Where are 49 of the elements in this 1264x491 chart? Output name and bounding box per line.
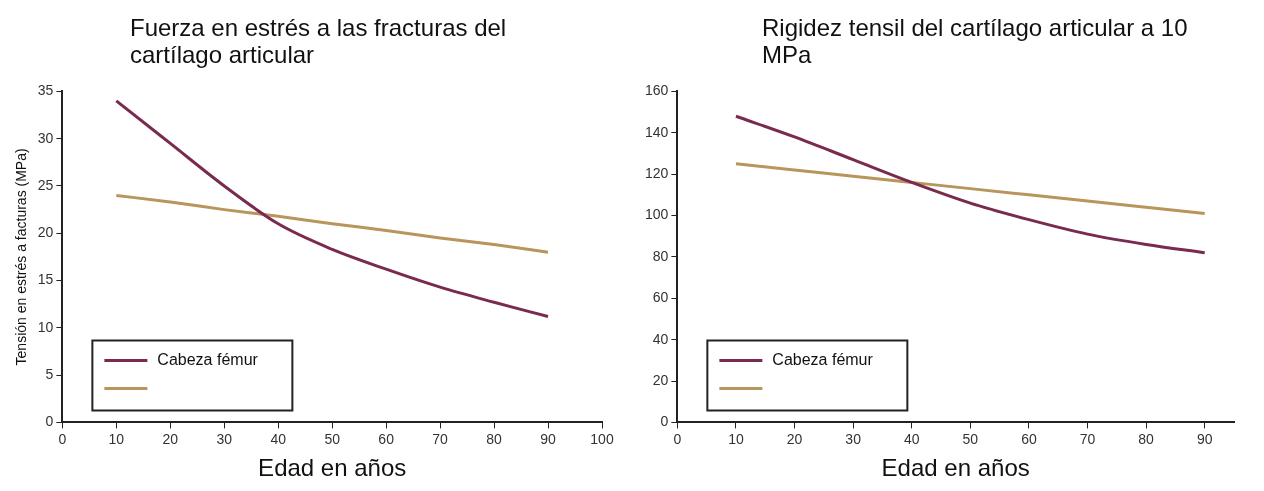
x-axis-title: Edad en años <box>258 454 407 482</box>
x-tick-label: 40 <box>270 430 287 447</box>
x-tick-label: 70 <box>1079 430 1096 447</box>
y-tick-label: 100 <box>645 206 669 223</box>
chart-title: Fuerza en estrés a las fracturas del cartílago articular <box>130 14 508 68</box>
y-tick-label: 20 <box>652 371 669 388</box>
y-tick-label: 80 <box>652 247 669 264</box>
y-tick-label: 0 <box>45 413 54 430</box>
y-tick-label: 140 <box>645 123 669 140</box>
x-tick-label: 80 <box>486 430 503 447</box>
x-tick-label: 0 <box>58 430 67 447</box>
y-tick-label: 0 <box>660 413 669 430</box>
x-tick-label: 50 <box>324 430 341 447</box>
x-tick-label: 30 <box>845 430 862 447</box>
x-tick-label: 10 <box>108 430 125 447</box>
line-series <box>734 114 1207 255</box>
x-tick-label: 100 <box>590 430 614 447</box>
x-tick-label: 90 <box>540 430 557 447</box>
x-axis-title: Edad en años <box>881 454 1030 482</box>
line-series <box>114 193 550 254</box>
line-series <box>734 162 1207 215</box>
line-series <box>114 99 550 318</box>
y-tick-label: 10 <box>37 318 54 335</box>
y-tick-label: 60 <box>652 289 669 306</box>
x-tick-label: 40 <box>903 430 920 447</box>
x-tick-label: 50 <box>962 430 979 447</box>
legend-label: Cabeza fémur <box>772 350 874 368</box>
x-tick-label: 60 <box>1021 430 1037 447</box>
y-tick-label: 25 <box>37 176 54 193</box>
x-tick-label: 90 <box>1196 430 1213 447</box>
x-tick-label: 80 <box>1138 430 1155 447</box>
legend-label: Cabeza fémur <box>157 350 259 368</box>
chart-title: Rigidez tensil del cartílago articular a 10 MPa <box>762 14 1189 68</box>
y-tick-label: 40 <box>652 330 669 347</box>
y-tick-label: 20 <box>37 224 54 241</box>
y-tick-label: 120 <box>645 165 669 182</box>
x-tick-label: 70 <box>432 430 449 447</box>
y-tick-label: 5 <box>45 365 54 382</box>
y-tick-label: 160 <box>645 82 669 99</box>
x-tick-label: 30 <box>216 430 233 447</box>
y-axis-title: Tensión en estrés a facturas (MPa) <box>13 148 30 366</box>
y-tick-label: 30 <box>37 129 54 146</box>
x-tick-label: 10 <box>728 430 744 447</box>
x-tick-label: 20 <box>162 430 179 447</box>
y-tick-label: 35 <box>37 82 54 99</box>
x-tick-label: 0 <box>673 430 682 447</box>
x-tick-label: 60 <box>378 430 395 447</box>
x-tick-label: 20 <box>786 430 803 447</box>
y-tick-label: 15 <box>37 271 54 288</box>
